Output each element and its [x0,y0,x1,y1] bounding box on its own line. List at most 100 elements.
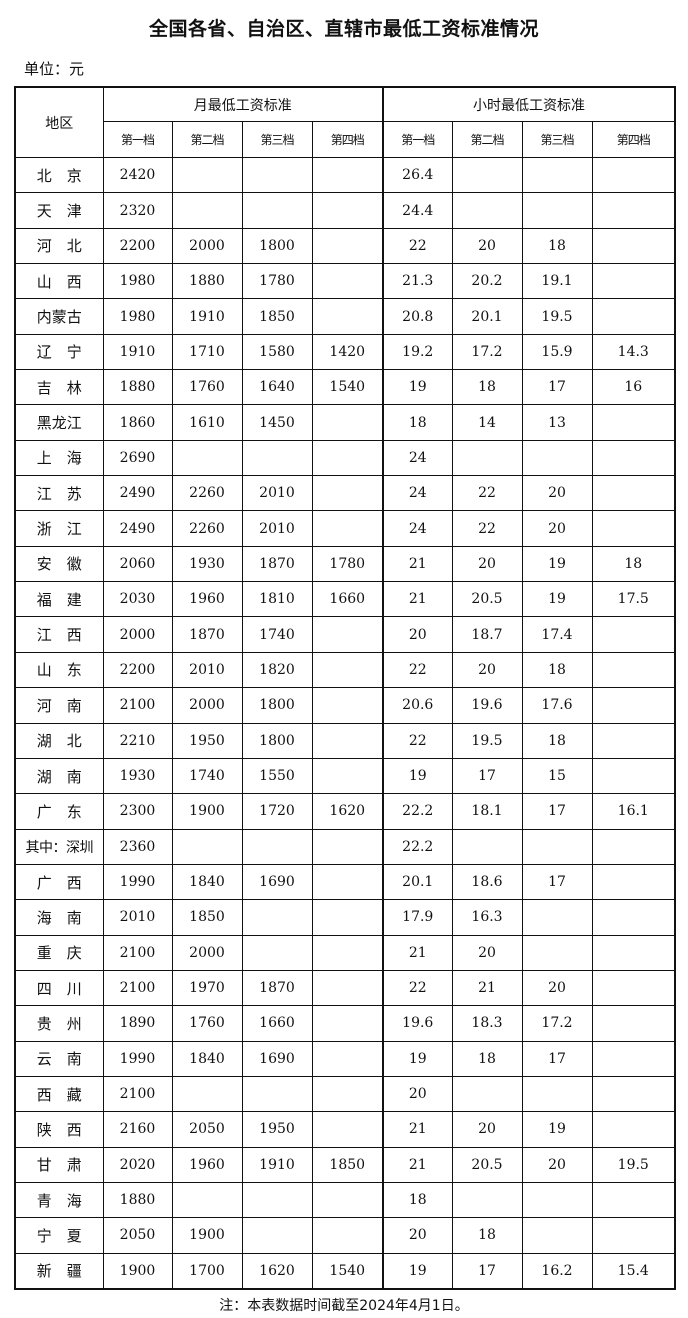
monthly-value-cell: 1870 [241,969,313,1007]
region-cell: 辽宁 [14,333,104,371]
hourly-value-cell: 18.6 [451,863,523,901]
hourly-tier-header: 第一档 [382,121,453,158]
hourly-value-cell: 20.5 [451,581,523,618]
hourly-value-cell: 20.1 [451,298,523,335]
monthly-value-cell: 1900 [102,1252,173,1290]
monthly-value-cell [171,192,243,229]
monthly-value-cell: 1900 [171,1217,243,1254]
monthly-tier-header: 第一档 [102,121,173,158]
monthly-value-cell: 1810 [241,581,313,618]
monthly-value-cell: 2200 [102,227,173,265]
hourly-value-cell [451,156,523,194]
hourly-value-cell [521,899,593,936]
table-row: 宁夏 2050 1900 20 18 [14,1217,676,1254]
monthly-value-cell: 2490 [102,510,173,547]
hourly-value-cell: 21 [382,1111,453,1148]
monthly-value-cell: 1780 [311,545,384,583]
monthly-value-cell [241,192,313,229]
hourly-value-cell [451,192,523,229]
region-cell: 河北 [14,227,104,265]
monthly-value-cell [311,934,384,971]
hourly-tier-header: 第二档 [451,121,523,158]
monthly-value-cell: 1880 [171,263,243,300]
monthly-value-cell: 1760 [171,1005,243,1042]
hourly-value-cell: 17 [451,757,523,795]
monthly-value-cell: 1760 [171,369,243,406]
table-row: 山西 1980 1880 1780 21.3 20.2 19.1 [14,263,676,300]
hourly-value-cell: 21 [382,545,453,583]
region-cell: 内蒙古 [14,298,104,335]
hourly-value-cell [521,439,593,477]
monthly-value-cell: 1420 [311,333,384,371]
monthly-value-cell [311,1040,384,1077]
monthly-value-cell: 1870 [241,545,313,583]
hourly-value-cell: 18 [591,545,676,583]
monthly-value-cell [241,156,313,194]
region-cell: 云南 [14,1040,104,1077]
table-row: 广东 2300 1900 1720 1620 22.2 18.1 17 16.1 [14,793,676,830]
table-row: 湖北 2210 1950 1800 22 19.5 18 [14,722,676,759]
hourly-value-cell: 17 [451,1252,523,1290]
monthly-tier-header: 第二档 [171,121,243,158]
hourly-tier-header: 第三档 [521,121,593,158]
monthly-value-cell [311,828,384,865]
monthly-value-cell: 1740 [241,616,313,653]
hourly-value-cell: 20.6 [382,687,453,724]
table-row: 云南 1990 1840 1690 19 18 17 [14,1040,676,1077]
hourly-value-cell: 26.4 [382,156,453,194]
monthly-value-cell: 1620 [311,793,384,830]
hourly-value-cell: 20 [382,1217,453,1254]
hourly-value-cell [521,192,593,229]
hourly-value-cell [591,616,676,653]
table-row: 西藏 2100 20 [14,1075,676,1113]
hourly-value-cell: 24 [382,510,453,547]
hourly-value-cell: 17 [521,369,593,406]
region-cell: 海南 [14,899,104,936]
monthly-value-cell [171,1181,243,1219]
monthly-value-cell: 1930 [102,757,173,795]
hourly-value-cell: 20 [451,227,523,265]
monthly-value-cell: 2010 [171,651,243,689]
table-row: 江西 2000 1870 1740 20 18.7 17.4 [14,616,676,653]
hourly-value-cell [591,475,676,512]
hourly-value-cell: 20 [451,1111,523,1148]
monthly-value-cell: 1910 [102,333,173,371]
monthly-value-cell [311,757,384,795]
monthly-value-cell: 2490 [102,475,173,512]
monthly-value-cell [311,1005,384,1042]
table-row: 山东 2200 2010 1820 22 20 18 [14,651,676,689]
monthly-header: 月最低工资标准 [102,86,384,122]
hourly-value-cell [451,828,523,865]
table-row: 河北 2200 2000 1800 22 20 18 [14,227,676,265]
unit-label: 单位：元 [24,60,85,78]
hourly-value-cell [591,651,676,689]
monthly-value-cell: 2100 [102,934,173,971]
monthly-value-cell: 2300 [102,793,173,830]
hourly-value-cell: 18.3 [451,1005,523,1042]
monthly-value-cell: 1850 [171,899,243,936]
monthly-value-cell: 1800 [241,687,313,724]
hourly-value-cell [521,1217,593,1254]
hourly-value-cell [591,1005,676,1042]
hourly-value-cell: 19 [521,545,593,583]
monthly-value-cell [241,1181,313,1219]
hourly-value-cell [591,899,676,936]
monthly-value-cell: 2420 [102,156,173,194]
monthly-value-cell: 1990 [102,1040,173,1077]
hourly-value-cell: 20.2 [451,263,523,300]
hourly-value-cell: 22 [382,969,453,1007]
hourly-value-cell [591,969,676,1007]
hourly-value-cell: 22 [451,510,523,547]
hourly-value-cell: 13 [521,404,593,441]
hourly-value-cell [591,1217,676,1254]
monthly-value-cell: 1960 [171,581,243,618]
table-row: 新疆 1900 1700 1620 1540 19 17 16.2 15.4 [14,1252,676,1290]
hourly-value-cell: 20 [451,545,523,583]
hourly-value-cell [591,156,676,194]
monthly-value-cell: 1850 [241,298,313,335]
table-row: 黑龙江 1860 1610 1450 18 14 13 [14,404,676,441]
monthly-value-cell [241,1075,313,1113]
table-row: 辽宁 1910 1710 1580 1420 19.2 17.2 15.9 14.3 [14,333,676,371]
hourly-value-cell [591,298,676,335]
hourly-value-cell: 19.5 [521,298,593,335]
